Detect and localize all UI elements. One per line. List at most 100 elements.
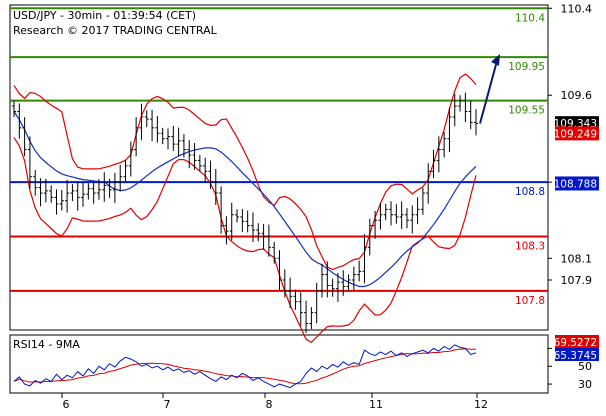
bollinger-lower-line xyxy=(13,137,477,344)
level-label: 108.3 xyxy=(515,241,545,253)
price-bar xyxy=(102,172,107,202)
price-bar xyxy=(123,160,128,183)
rsi-panel-title: RSI14 - 9MA xyxy=(13,338,80,351)
price-bar xyxy=(208,160,213,189)
level-label: 109.55 xyxy=(508,105,545,117)
price-bar xyxy=(293,289,298,310)
price-bar xyxy=(341,270,346,296)
price-bar xyxy=(22,117,27,157)
rsi-tag-box xyxy=(555,348,599,361)
price-bar xyxy=(197,155,202,172)
price-bar xyxy=(54,189,59,215)
price-bar xyxy=(213,168,218,205)
price-bar xyxy=(96,179,101,200)
price-bar xyxy=(378,202,383,230)
y-tick-label: 107.9 xyxy=(561,274,593,287)
price-bar xyxy=(288,277,293,309)
price-bar xyxy=(314,282,319,324)
price-bar xyxy=(70,184,75,202)
chart-subtitle: Research © 2017 TRADING CENTRAL xyxy=(13,24,218,37)
price-bar xyxy=(155,115,160,143)
price-bar xyxy=(325,261,330,298)
x-tick-label: 12 xyxy=(474,398,488,411)
x-tick-label: 11 xyxy=(369,398,383,411)
price-bar xyxy=(351,266,356,291)
level-label: 108.8 xyxy=(515,186,545,198)
price-bar xyxy=(187,140,192,169)
projection-arrow-line xyxy=(479,60,498,124)
price-bar xyxy=(150,109,155,142)
price-bar xyxy=(410,205,415,234)
price-bar xyxy=(373,210,378,239)
rsi-tag-ma: 69.5272 xyxy=(554,335,599,349)
price-bar xyxy=(256,223,261,242)
rsi-line xyxy=(13,344,477,389)
price-bar xyxy=(426,163,431,204)
price-bar xyxy=(330,278,335,297)
price-bar xyxy=(27,136,32,189)
price-bar xyxy=(181,134,186,158)
y-tick-label: 109.6 xyxy=(561,89,593,102)
price-bar xyxy=(219,186,224,234)
price-bar xyxy=(309,307,314,329)
price-bar xyxy=(415,197,420,225)
price-bar xyxy=(59,190,64,211)
price-bar xyxy=(346,274,351,292)
price-bar xyxy=(399,201,404,229)
price-bar xyxy=(33,170,38,196)
price-bar xyxy=(81,182,86,207)
price-bar xyxy=(335,272,340,302)
price-tag-label: 108.788 xyxy=(554,178,597,190)
rsi-tag-label: 69.5272 xyxy=(554,337,597,349)
rsi-tag-rsi: 65.3745 xyxy=(554,348,599,362)
price-bar xyxy=(112,172,117,204)
price-bar xyxy=(357,260,362,282)
price-bar xyxy=(250,212,255,242)
price-bar xyxy=(192,143,197,170)
price-tag-label: 109.249 xyxy=(554,128,597,140)
price-bar xyxy=(176,127,181,157)
price-tag-bollinger: 109.249 xyxy=(554,126,599,141)
price-bar xyxy=(12,100,16,117)
price-bar xyxy=(203,157,208,182)
price-bar xyxy=(118,164,123,192)
bollinger-upper-line xyxy=(13,73,477,271)
price-bar xyxy=(166,128,170,150)
price-bar xyxy=(442,131,447,158)
price-bar xyxy=(91,180,96,204)
level-label: 107.8 xyxy=(515,295,545,307)
price-tag-box xyxy=(555,176,599,191)
price-bar xyxy=(431,149,436,179)
x-tick-label: 6 xyxy=(63,398,70,411)
price-bar xyxy=(468,100,473,130)
price-bar xyxy=(420,187,425,215)
price-bar xyxy=(229,202,234,241)
price-bar xyxy=(362,234,367,284)
projection-arrow-head xyxy=(491,53,500,66)
price-bar xyxy=(43,178,48,203)
price-bar xyxy=(320,263,324,298)
price-bar xyxy=(298,292,303,326)
price-bar xyxy=(17,103,22,139)
price-bar xyxy=(436,136,441,173)
rsi-panel xyxy=(9,334,549,394)
price-bar xyxy=(245,210,250,233)
price-bar xyxy=(261,223,266,250)
price-bar xyxy=(171,125,176,151)
price-bar xyxy=(452,94,457,127)
price-bar xyxy=(474,109,478,136)
price-bar xyxy=(389,201,394,226)
price-bar xyxy=(394,204,399,224)
x-tick-label: 7 xyxy=(164,398,171,411)
level-label: 110.4 xyxy=(515,12,545,24)
price-bar xyxy=(367,218,372,256)
price-bar xyxy=(65,179,70,213)
y-tick-label: 110.4 xyxy=(561,2,593,15)
rsi-tag-label: 65.3745 xyxy=(554,350,597,362)
chart-title: USD/JPY - 30min - 01:39:54 (CET) xyxy=(13,9,196,22)
price-bar xyxy=(107,178,112,198)
price-bar xyxy=(447,107,452,152)
price-bar xyxy=(144,110,149,128)
price-bar xyxy=(86,183,91,200)
